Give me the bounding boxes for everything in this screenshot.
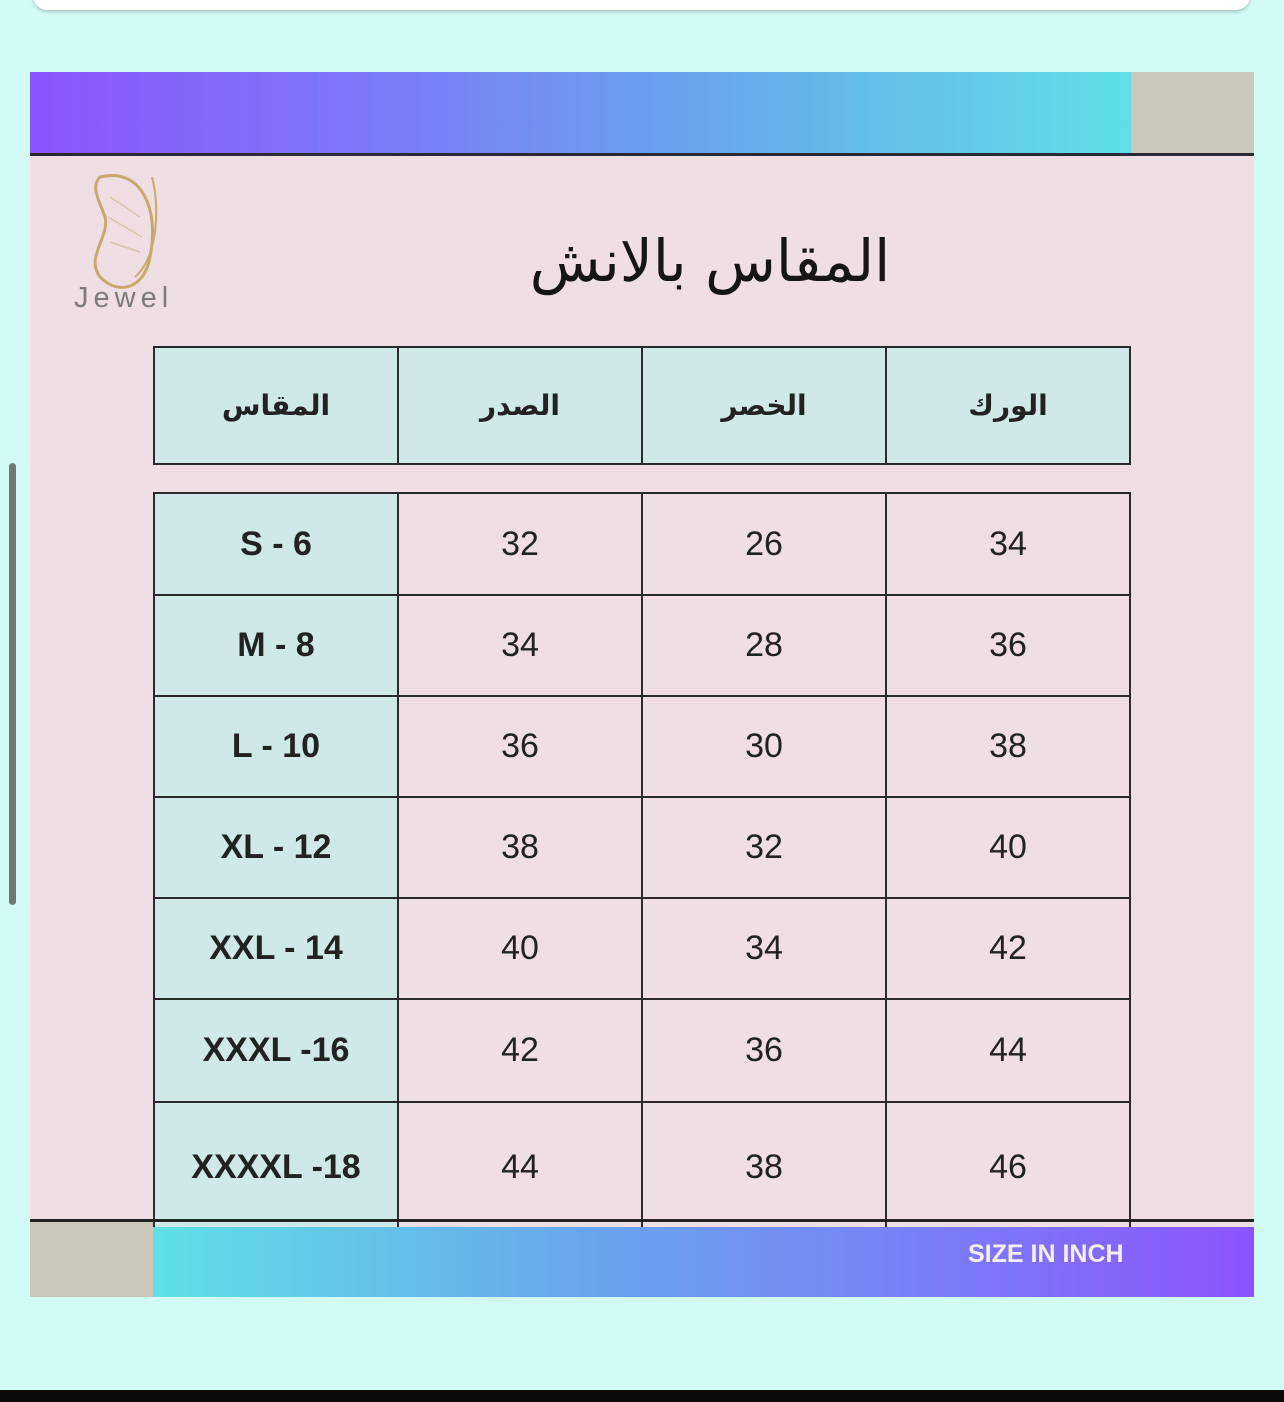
- cell-chest: 38: [397, 796, 643, 899]
- cell-hip: 46: [885, 1101, 1131, 1234]
- cell-chest: 42: [397, 998, 643, 1103]
- cell-size: XL - 12: [153, 796, 399, 899]
- top-gradient-bar: [30, 72, 1131, 153]
- cell-hip: 38: [885, 695, 1131, 798]
- cell-size: XXXL -16: [153, 998, 399, 1103]
- header-waist: الخصر: [641, 346, 887, 465]
- cell-waist: 32: [641, 796, 887, 899]
- chart-title: المقاس بالانش: [529, 227, 891, 295]
- cell-size: XXL - 14: [153, 897, 399, 1000]
- cell-waist: 26: [641, 492, 887, 596]
- cell-hip: 36: [885, 594, 1131, 697]
- divider: [30, 153, 1254, 156]
- cell-waist: 30: [641, 695, 887, 798]
- size-chart-image: Jewel المقاس بالانش المقاس الصدر الخصر الور…: [30, 72, 1254, 1297]
- cell-chest: 40: [397, 897, 643, 1000]
- cell-waist: 36: [641, 998, 887, 1103]
- butterfly-logo-icon: [93, 174, 158, 289]
- scrollbar[interactable]: [9, 463, 16, 905]
- cell-chest: 34: [397, 594, 643, 697]
- cell-hip: 42: [885, 897, 1131, 1000]
- cell-hip: 44: [885, 998, 1131, 1103]
- cell-size: M - 8: [153, 594, 399, 697]
- bottom-gradient-bar: [153, 1227, 1254, 1297]
- cell-chest: 36: [397, 695, 643, 798]
- brand-name: Jewel: [74, 282, 174, 314]
- header-size: المقاس: [153, 346, 399, 465]
- divider: [30, 1219, 1254, 1222]
- cell-waist: 38: [641, 1101, 887, 1234]
- cell-chest: 32: [397, 492, 643, 596]
- system-nav-bar: [0, 1390, 1284, 1402]
- cell-waist: 34: [641, 897, 887, 1000]
- cell-size: S - 6: [153, 492, 399, 596]
- header-hip: الورك: [885, 346, 1131, 465]
- bottom-grey-block: [30, 1222, 153, 1297]
- size-unit-label: SIZE IN INCH: [968, 1240, 1124, 1268]
- cell-size: L - 10: [153, 695, 399, 798]
- header-chest: الصدر: [397, 346, 643, 465]
- cell-waist: 28: [641, 594, 887, 697]
- cell-hip: 34: [885, 492, 1131, 596]
- cell-size: XXXXL -18: [153, 1101, 399, 1234]
- cell-hip: 40: [885, 796, 1131, 899]
- cell-chest: 44: [397, 1101, 643, 1234]
- previous-card: [33, 0, 1250, 10]
- top-grey-block: [1131, 72, 1254, 153]
